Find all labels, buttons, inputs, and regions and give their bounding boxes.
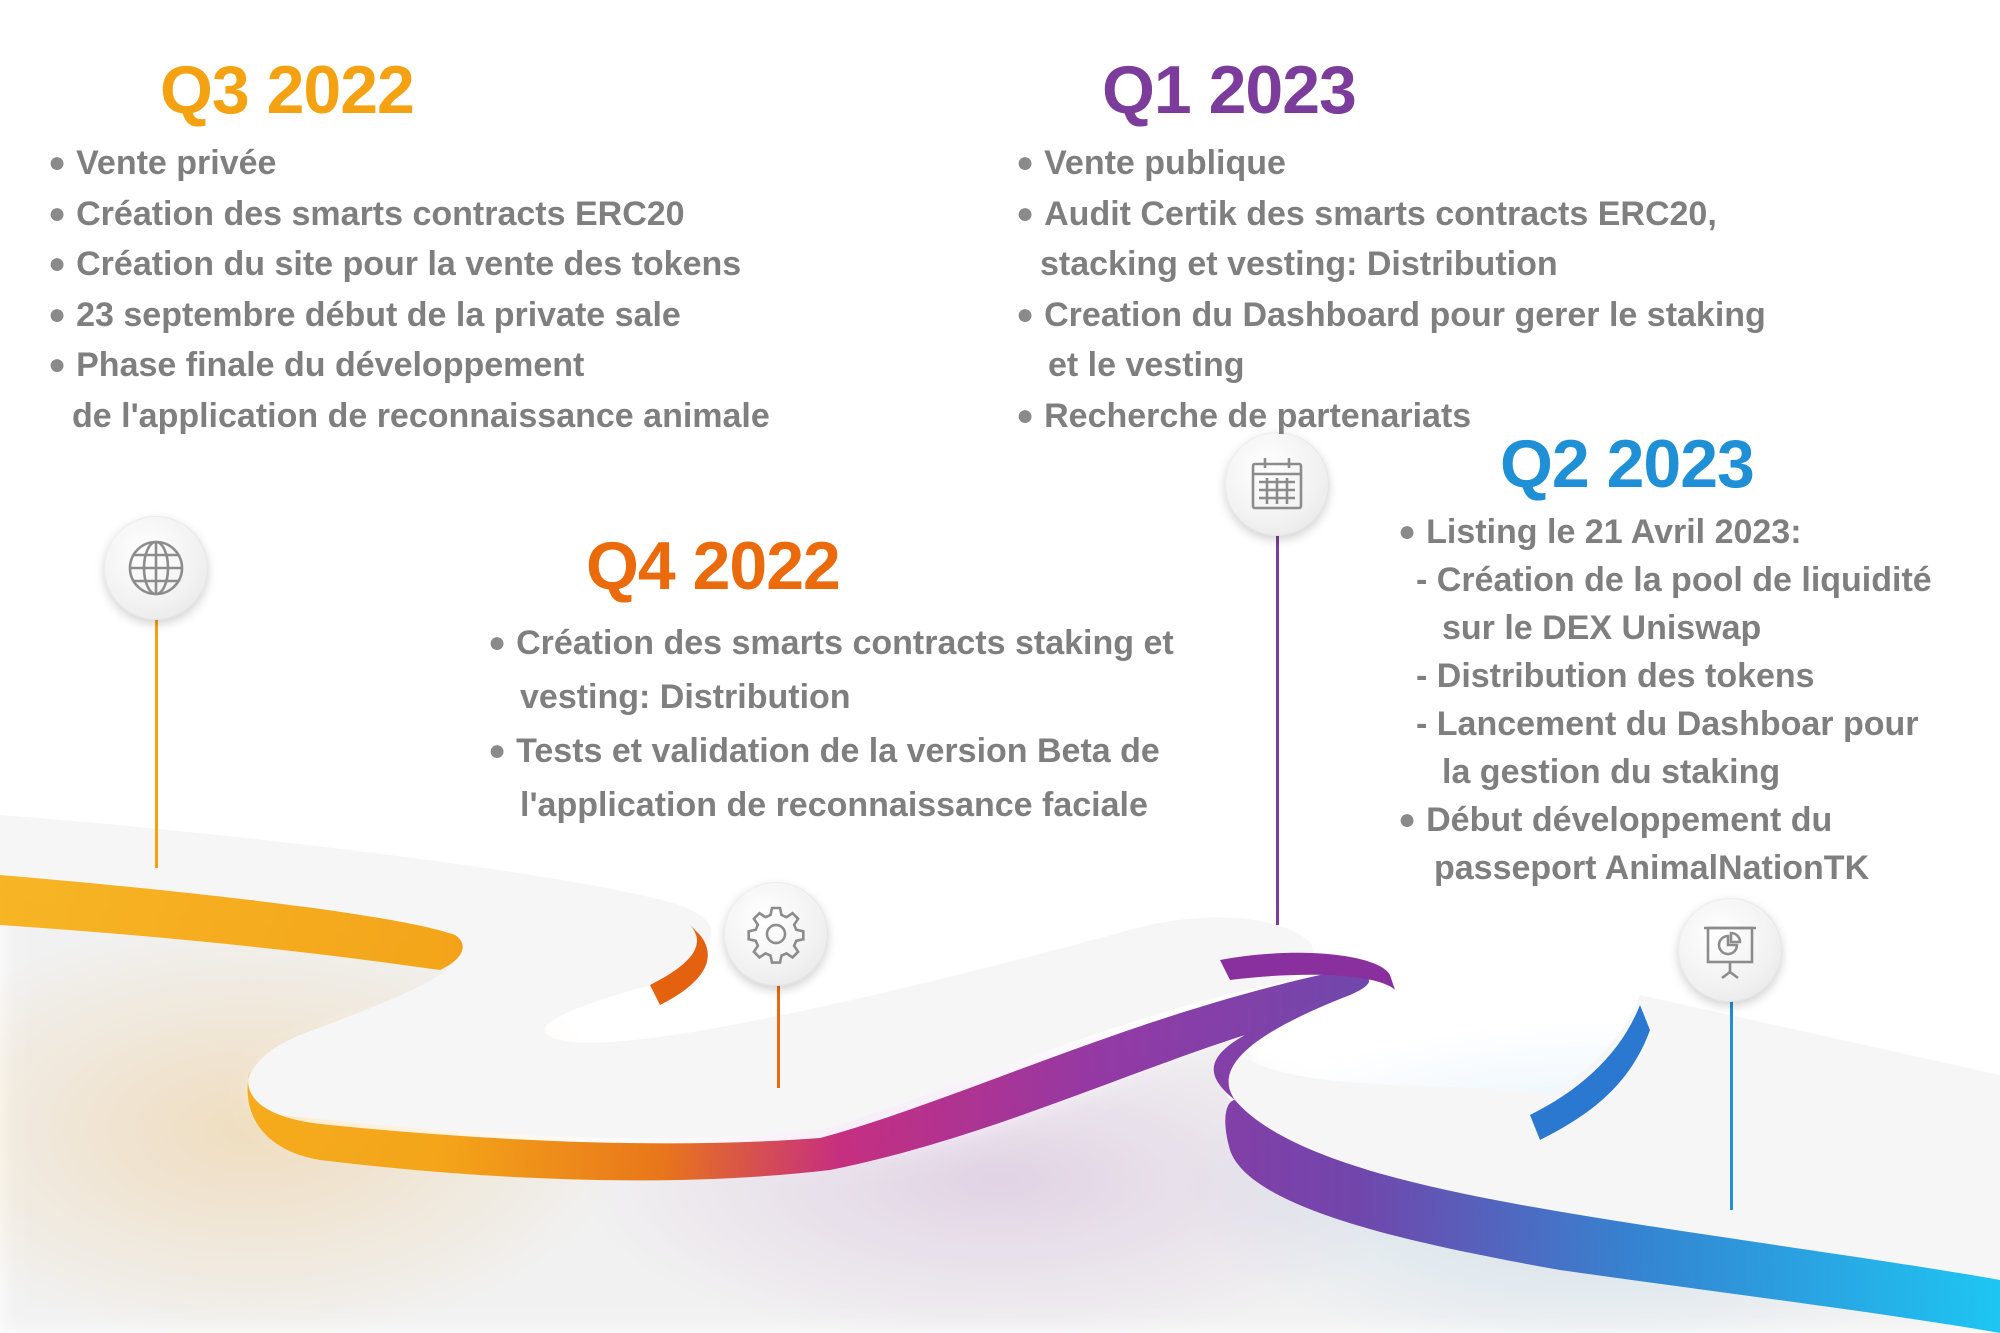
list-item: ● Creation du Dashboard pour gerer le sta… — [1016, 295, 1766, 385]
q4-2022-list: ● Création des smarts contracts staking e… — [488, 616, 1174, 832]
q3-icon-badge — [104, 516, 208, 620]
list-item: ● Création du site pour la vente des toke… — [48, 245, 742, 283]
q1-2023-title: Q1 2023 — [1102, 52, 1357, 128]
q3-2022-title: Q3 2022 — [160, 52, 415, 128]
bullet-icon: ● — [48, 348, 67, 381]
q4-2022-title: Q4 2022 — [586, 528, 841, 604]
bullet-icon: ● — [488, 626, 507, 659]
q2-stem — [1730, 992, 1733, 1210]
list-item: ● Création des smarts contracts ERC20 — [48, 194, 685, 233]
list-item: ● Audit Certik des smarts contracts ERC20… — [1016, 194, 1717, 284]
bullet-icon: ● — [488, 734, 507, 767]
bullet-icon: ● — [1398, 515, 1417, 548]
list-item: ● Vente privée — [48, 144, 277, 182]
gear-icon — [747, 906, 805, 964]
list-item: ● Phase finale du développement de l'appl… — [48, 346, 770, 435]
bullet-icon: ● — [48, 146, 67, 179]
list-item: ● 23 septembre début de la private sale — [48, 295, 681, 334]
q4-stem — [777, 966, 780, 1088]
calendar-icon — [1251, 458, 1303, 510]
globe-icon — [128, 540, 184, 596]
bullet-icon: ● — [48, 196, 67, 230]
bullet-icon: ● — [1016, 146, 1035, 179]
bullet-icon: ● — [1016, 196, 1035, 230]
list-item: - Lancement du Dashboar pour la gestion … — [1416, 705, 1919, 791]
presentation-chart-icon — [1704, 926, 1756, 980]
list-item: ● Vente publique — [1016, 144, 1286, 182]
q1-2023-list: ● Vente publique ● Audit Certik des smarts… — [1016, 138, 1766, 441]
q2-2023-title: Q2 2023 — [1500, 426, 1755, 502]
q3-2022-list: ● Vente privée ● Création des smarts contr… — [48, 138, 770, 441]
list-item: ● Recherche de partenariats — [1016, 396, 1472, 435]
list-item: ● Tests et validation de la version Beta … — [488, 732, 1160, 824]
bullet-icon: ● — [1016, 398, 1035, 432]
q2-icon-badge — [1678, 898, 1782, 1002]
list-item: ● Début développement du passeport Animal… — [1398, 801, 1870, 887]
bullet-icon: ● — [48, 297, 67, 331]
q1-stem — [1276, 530, 1279, 925]
q4-icon-badge — [724, 882, 828, 986]
list-item: ● Création des smarts contracts staking e… — [488, 624, 1174, 716]
list-item: - Création de la pool de liquidité sur l… — [1416, 561, 1932, 647]
q2-2023-list: ● Listing le 21 Avril 2023: - Création de… — [1398, 508, 1932, 892]
list-item: ● Listing le 21 Avril 2023: — [1398, 513, 1802, 551]
list-item: - Distribution des tokens — [1416, 657, 1815, 695]
q3-stem — [155, 600, 158, 868]
bullet-icon: ● — [48, 247, 67, 280]
q1-icon-badge — [1225, 432, 1329, 536]
bullet-icon: ● — [1016, 297, 1035, 331]
bullet-icon: ● — [1398, 803, 1417, 836]
